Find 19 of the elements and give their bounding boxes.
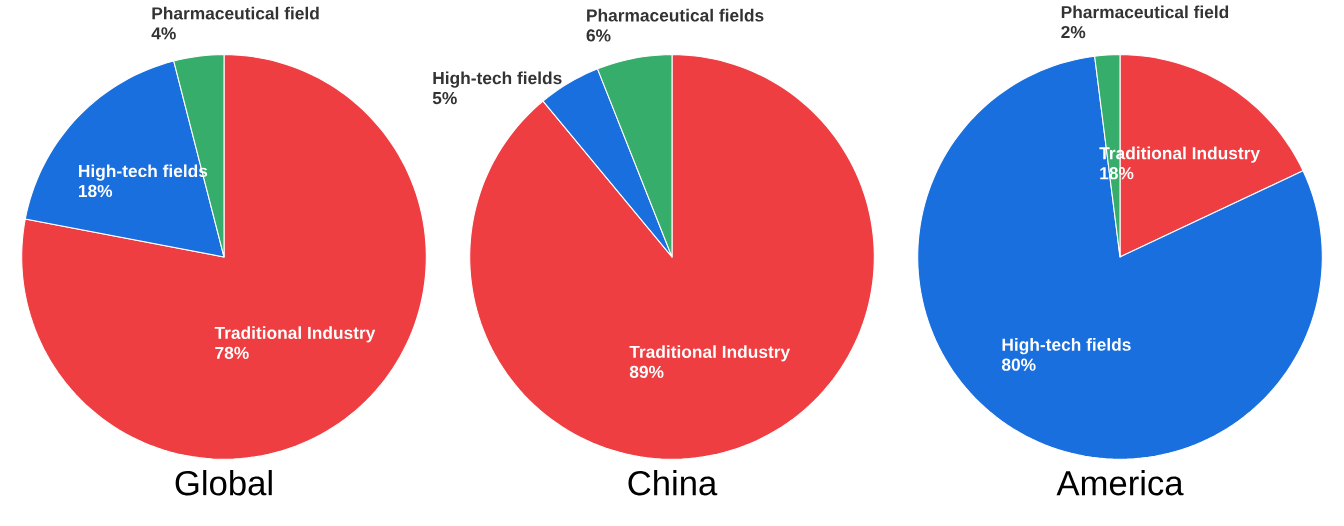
data-label: 78% <box>215 346 249 360</box>
text: Global <box>175 470 272 496</box>
slice-label: High-tech fields <box>1002 338 1131 355</box>
text: America <box>1056 470 1184 496</box>
data-label: 6% <box>586 29 611 42</box>
data-label: 4% <box>151 27 176 40</box>
slice-label: Traditional Industry <box>214 326 376 343</box>
data-label: 5% <box>432 91 457 105</box>
slice-label: Pharmaceutical fields <box>587 8 764 22</box>
data-label: 89% <box>629 365 664 378</box>
text: China <box>628 470 718 496</box>
data-label: 80% <box>1001 358 1036 371</box>
slice-label: Traditional Industry <box>629 345 791 362</box>
data-label: 18% <box>1100 167 1134 180</box>
slice-label: High-tech fields <box>433 71 562 88</box>
data-label: 18% <box>78 184 113 198</box>
slice-label: Pharmaceutical field <box>1061 5 1229 19</box>
data-label: 2% <box>1061 25 1086 39</box>
slice-label: Pharmaceutical field <box>152 6 319 20</box>
